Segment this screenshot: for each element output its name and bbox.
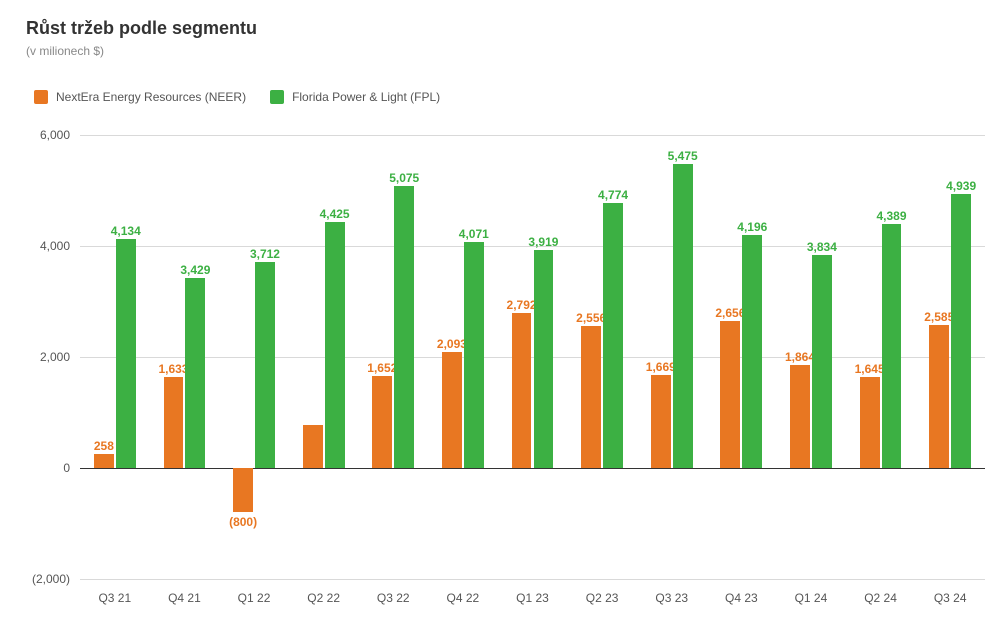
ytick-label: 2,000 (0, 350, 70, 364)
xtick-label: Q3 24 (915, 591, 985, 605)
bar-neer-q421 (164, 377, 184, 468)
bar-neer-q223 (581, 326, 601, 468)
bar-label: 4,196 (722, 220, 782, 234)
bar-neer-q124 (790, 365, 810, 468)
legend-swatch-0 (34, 90, 48, 104)
bar-neer-q324 (929, 325, 949, 468)
xtick-label: Q4 21 (150, 591, 220, 605)
bar-label: 4,939 (931, 179, 991, 193)
xtick-label: Q3 23 (637, 591, 707, 605)
bar-fpl-q324 (951, 194, 971, 468)
xtick-label: Q4 22 (428, 591, 498, 605)
bar-fpl-q423 (742, 235, 762, 468)
ytick-label: (2,000) (0, 572, 70, 586)
xtick-label: Q1 23 (498, 591, 568, 605)
chart-legend: NextEra Energy Resources (NEER) Florida P… (34, 90, 440, 104)
gridline (80, 357, 985, 358)
legend-swatch-1 (270, 90, 284, 104)
legend-label-0: NextEra Energy Resources (NEER) (56, 90, 246, 104)
legend-item-0: NextEra Energy Resources (NEER) (34, 90, 246, 104)
chart-container: Růst tržeb podle segmentu (v milionech $… (0, 0, 1007, 629)
xtick-label: Q1 22 (219, 591, 289, 605)
legend-item-1: Florida Power & Light (FPL) (270, 90, 440, 104)
xtick-label: Q2 22 (289, 591, 359, 605)
bar-fpl-q122 (255, 262, 275, 468)
bar-label: 5,075 (374, 171, 434, 185)
bar-fpl-q421 (185, 278, 205, 468)
plot-area: (2,000)02,0004,0006,0002584,134Q3 211,63… (80, 135, 985, 579)
xtick-label: Q4 23 (707, 591, 777, 605)
bar-neer-q122 (233, 468, 253, 512)
bar-label: 3,429 (165, 263, 225, 277)
bar-fpl-q321 (116, 239, 136, 468)
xtick-label: Q3 22 (358, 591, 428, 605)
bar-label: 3,712 (235, 247, 295, 261)
bar-fpl-q224 (882, 224, 902, 468)
bar-neer-q322 (372, 376, 392, 468)
bar-fpl-q123 (534, 250, 554, 468)
bar-fpl-q124 (812, 255, 832, 468)
bar-fpl-q223 (603, 203, 623, 468)
ytick-label: 4,000 (0, 239, 70, 253)
bar-label: (800) (213, 515, 273, 529)
bar-neer-q222 (303, 425, 323, 468)
bar-neer-q321 (94, 454, 114, 468)
ytick-label: 6,000 (0, 128, 70, 142)
gridline (80, 135, 985, 136)
xtick-label: Q2 24 (846, 591, 916, 605)
zero-axis-line (80, 468, 985, 469)
bar-label: 5,475 (653, 149, 713, 163)
bar-neer-q123 (512, 313, 532, 468)
bar-fpl-q222 (325, 222, 345, 468)
bar-neer-q423 (720, 321, 740, 468)
bar-fpl-q323 (673, 164, 693, 468)
bar-label: 3,919 (513, 235, 573, 249)
bar-label: 3,834 (792, 240, 852, 254)
bar-label: 4,774 (583, 188, 643, 202)
bar-fpl-q422 (464, 242, 484, 468)
xtick-label: Q1 24 (776, 591, 846, 605)
bar-neer-q323 (651, 375, 671, 468)
legend-label-1: Florida Power & Light (FPL) (292, 90, 440, 104)
ytick-label: 0 (0, 461, 70, 475)
bar-neer-q224 (860, 377, 880, 468)
bar-label: 4,134 (96, 224, 156, 238)
bar-label: 4,071 (444, 227, 504, 241)
bar-fpl-q322 (394, 186, 414, 468)
bar-label: 4,389 (862, 209, 922, 223)
xtick-label: Q3 21 (80, 591, 150, 605)
bar-label: 4,425 (305, 207, 365, 221)
xtick-label: Q2 23 (567, 591, 637, 605)
chart-subtitle: (v milionech $) (26, 44, 104, 58)
gridline (80, 579, 985, 580)
chart-title: Růst tržeb podle segmentu (26, 18, 257, 39)
bar-neer-q422 (442, 352, 462, 468)
